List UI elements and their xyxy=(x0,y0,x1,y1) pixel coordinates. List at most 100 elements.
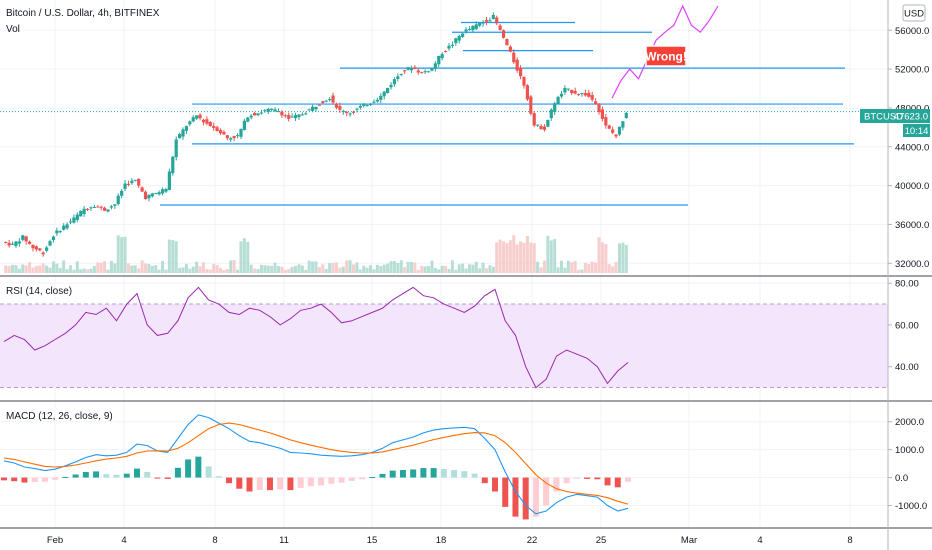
candle-body xyxy=(150,193,154,197)
volume-bar xyxy=(529,242,533,273)
volume-bar xyxy=(263,265,267,273)
y-tick-label: 32000.0 xyxy=(895,259,929,270)
candle-body xyxy=(283,115,287,117)
candle-body xyxy=(542,126,547,130)
candle-body xyxy=(379,95,383,100)
candle-body xyxy=(505,38,509,46)
macd-tick-label: 2000.0 xyxy=(895,417,924,428)
candle-body xyxy=(426,71,431,73)
volume-bar xyxy=(249,264,253,273)
candle-body xyxy=(416,70,420,73)
volume-bar xyxy=(560,260,564,273)
x-tick-label: Feb xyxy=(47,535,63,546)
currency-badge[interactable]: USD xyxy=(902,4,926,22)
volume-bar xyxy=(396,262,400,273)
volume-bar xyxy=(512,235,516,273)
support-resistance-lines[interactable] xyxy=(0,21,888,206)
volume-bar xyxy=(570,262,574,273)
candle-body xyxy=(536,124,540,126)
volume-bar xyxy=(7,265,11,273)
candle-body xyxy=(154,193,158,195)
volume-bar xyxy=(191,266,195,273)
volume-bar xyxy=(164,269,168,273)
candle-body xyxy=(362,103,366,106)
candle-body xyxy=(614,134,618,137)
macd-histogram-bar xyxy=(103,474,110,478)
macd-histogram-bar xyxy=(492,477,499,492)
candle-body xyxy=(17,241,21,244)
volume-bar xyxy=(573,260,577,273)
candle-body xyxy=(604,117,608,126)
volume-bar xyxy=(212,263,216,273)
volume-bar xyxy=(478,268,482,273)
volume-bar xyxy=(266,265,270,273)
candle-body xyxy=(351,111,356,113)
macd-histogram-bar xyxy=(594,477,601,480)
candle-body xyxy=(345,111,349,114)
macd-tick-label: -1000.0 xyxy=(895,501,927,512)
candles xyxy=(4,12,628,257)
signal-line xyxy=(3,422,629,505)
volume-bar xyxy=(144,263,148,273)
candle-body xyxy=(471,26,475,31)
candle-body xyxy=(314,106,318,110)
volume-bar xyxy=(167,239,171,273)
candle-body xyxy=(457,35,461,41)
macd-histogram-bar xyxy=(318,477,325,486)
macd-group xyxy=(1,414,631,520)
price-badge-symbol: BTCUSD xyxy=(864,112,903,123)
candle-body xyxy=(594,101,598,104)
macd-histogram-bar xyxy=(614,477,621,488)
macd-histogram-bar xyxy=(369,477,376,478)
candle-body xyxy=(576,94,581,96)
candle-body xyxy=(82,208,86,215)
volume-bar xyxy=(355,262,359,273)
volume-bar xyxy=(270,265,274,273)
volume-bar xyxy=(154,265,158,273)
y-tick-label: 44000.0 xyxy=(895,142,929,153)
volume-bar xyxy=(75,261,79,273)
macd-histogram-bar xyxy=(604,477,611,486)
volume-bar xyxy=(24,265,28,273)
volume-bar xyxy=(68,265,72,273)
candle-body xyxy=(375,99,379,102)
volume-bar xyxy=(297,264,301,273)
volume-bar xyxy=(79,269,83,273)
volume-bar xyxy=(208,269,212,273)
macd-histogram-bar xyxy=(573,477,580,479)
wrong-annotation[interactable]: Wrong! xyxy=(645,45,687,67)
candle-body xyxy=(372,101,376,103)
candle-body xyxy=(512,52,516,63)
volume-bar xyxy=(178,267,182,273)
candle-body xyxy=(392,79,397,85)
candle-body xyxy=(14,241,18,246)
volume-bar xyxy=(290,266,294,273)
candle-body xyxy=(467,28,472,30)
macd-histogram-bar xyxy=(144,471,151,478)
macd-histogram-bar xyxy=(379,473,386,478)
volume-bar xyxy=(577,269,581,273)
volume-bar xyxy=(427,266,431,273)
x-tick-label: 4 xyxy=(757,535,762,546)
volume-bar xyxy=(184,263,188,273)
candle-body xyxy=(140,187,144,192)
volume-bar xyxy=(304,269,308,273)
volume-bar xyxy=(379,265,383,273)
candle-body xyxy=(143,191,148,200)
volume-bar xyxy=(372,269,376,273)
macd-histogram-bar xyxy=(430,468,437,478)
macd-histogram-bar xyxy=(154,477,161,479)
macd-histogram-bar xyxy=(31,477,38,483)
candle-body xyxy=(317,104,322,106)
candle-body xyxy=(195,115,199,119)
candle-body xyxy=(198,114,202,119)
rsi-line xyxy=(3,286,629,389)
x-tick-label: Mar xyxy=(681,535,697,546)
volume-label: Vol xyxy=(6,24,20,35)
volume-bar xyxy=(566,260,570,273)
candle-body xyxy=(484,19,489,22)
candle-body xyxy=(89,207,93,209)
volume-bar xyxy=(423,266,427,273)
candle-body xyxy=(478,23,482,26)
